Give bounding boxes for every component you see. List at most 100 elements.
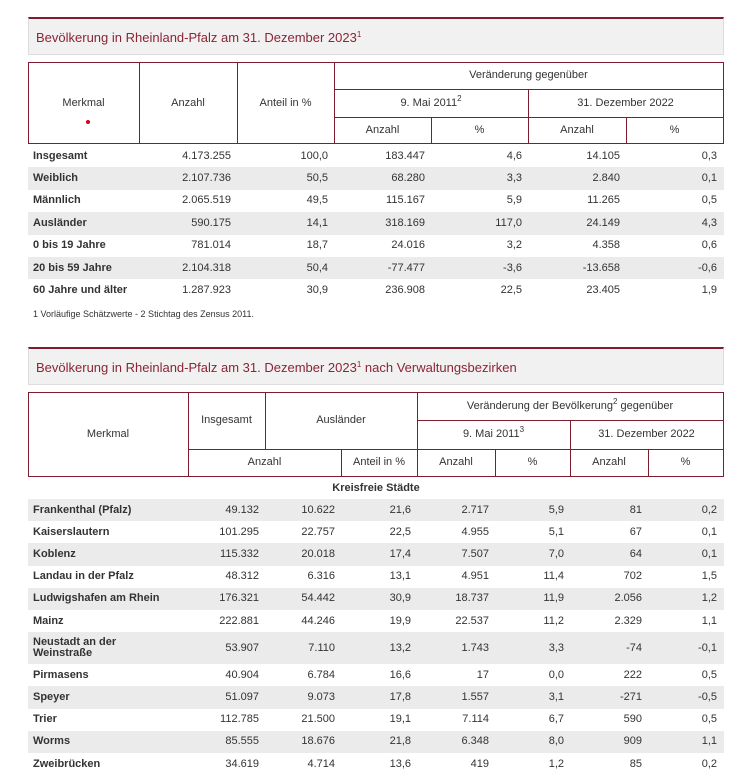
cell: 318.169 [385, 216, 425, 229]
table-title-text: Bevölkerung in Rheinland-Pfalz am 31. De… [36, 359, 517, 375]
cell: 19,1 [389, 713, 411, 726]
cell: 183.447 [385, 149, 425, 162]
cell: 22.537 [455, 614, 489, 627]
cell: 85 [629, 757, 642, 770]
cell: 0,5 [701, 713, 717, 726]
cell: 781.014 [191, 239, 231, 252]
cell: 6,7 [548, 713, 564, 726]
cell: 11,4 [543, 570, 564, 583]
column-header-text: 9. Mai 20113 [463, 426, 524, 440]
cell: 40.904 [225, 668, 259, 681]
column-header: % [669, 123, 680, 136]
cell: 54.442 [301, 592, 335, 605]
row-label: Koblenz [33, 547, 76, 560]
rule [237, 62, 238, 144]
column-header: 31. Dezember 2022 [577, 96, 674, 109]
cell: 117,0 [495, 216, 522, 229]
cell: 17,8 [389, 690, 411, 703]
cell: 64 [629, 547, 642, 560]
cell: 18.737 [455, 592, 489, 605]
cell: 6.784 [307, 668, 335, 681]
cell: 4,3 [701, 216, 717, 229]
row-label: 0 bis 19 Jahre [33, 239, 106, 252]
cell: 18,7 [306, 239, 328, 252]
cell: 4.951 [461, 570, 489, 583]
cell: 53.907 [225, 641, 259, 654]
column-header: Anteil in % [259, 96, 312, 109]
cell: 1.557 [461, 690, 489, 703]
cell: 7.114 [462, 713, 489, 726]
rule [648, 449, 649, 477]
cell: 100,0 [300, 149, 328, 162]
cell: 2.104.318 [182, 261, 231, 274]
cell: 0,2 [701, 503, 717, 516]
rule [334, 117, 724, 118]
cell: -271 [619, 690, 642, 703]
cell: 8,0 [548, 735, 564, 748]
cell: 14,1 [306, 216, 328, 229]
column-header: Veränderung gegenüber [469, 69, 588, 81]
column-header: Anzahl [247, 456, 282, 468]
column-header: Anzahl [365, 123, 400, 136]
table-title: Bevölkerung in Rheinland-Pfalz am 31. De… [36, 19, 716, 55]
rule [28, 62, 29, 144]
rule [334, 62, 335, 144]
column-header-text: Veränderung der Bevölkerung2 gegenüber [467, 397, 674, 412]
cell: 24.149 [586, 216, 620, 229]
cell: 0,1 [701, 525, 717, 538]
row-label: Kaiserslautern [33, 525, 110, 538]
cell: -74 [626, 641, 642, 654]
cell: 51.097 [225, 690, 259, 703]
row-shade [28, 730, 724, 753]
cell: 49.132 [225, 503, 259, 516]
column-header: Veränderung der Bevölkerung2 gegenüber [417, 392, 723, 420]
row-label: Pirmasens [33, 668, 89, 681]
row-shade [28, 686, 724, 709]
column-header: % [474, 123, 485, 136]
text: Bevölkerung in Rheinland-Pfalz am 31. De… [36, 29, 357, 45]
cell: 16,6 [389, 668, 411, 681]
cell: 4.358 [592, 239, 620, 252]
cell: 4,6 [506, 149, 522, 162]
rule [341, 449, 342, 477]
row-label: Trier [33, 713, 57, 726]
rule [28, 62, 724, 63]
cell: 30,9 [389, 592, 411, 605]
cell: 13,2 [389, 641, 411, 654]
cell: 7.507 [461, 547, 489, 560]
cell: 0,2 [701, 757, 717, 770]
row-shade [28, 587, 724, 610]
column-header: % [680, 456, 691, 468]
row-shade [28, 632, 724, 665]
row-shade [28, 257, 724, 280]
title-bar [28, 17, 724, 55]
rule [28, 392, 29, 477]
row-label: 20 bis 59 Jahre [33, 261, 112, 274]
cell: 3,2 [506, 239, 522, 252]
footnote-mark: 2 [457, 93, 462, 103]
cell: 14.105 [586, 149, 620, 162]
cell: 20.018 [301, 547, 335, 560]
column-header: 9. Mai 20112 [334, 89, 528, 117]
cell: 81 [629, 503, 642, 516]
cell: 0,6 [701, 239, 717, 252]
column-header: 9. Mai 20113 [417, 420, 570, 449]
column-header: Anzahl [592, 456, 626, 468]
cell: 3,3 [548, 641, 564, 654]
rule [723, 62, 724, 144]
text: nach Verwaltungsbezirken [361, 359, 517, 375]
column-header: Merkmal [62, 96, 105, 109]
rule [139, 62, 140, 144]
cell: 1,2 [548, 757, 564, 770]
rule [417, 392, 418, 477]
column-header: Anteil in % [353, 456, 405, 468]
cell: 68.280 [391, 172, 425, 185]
rule [570, 420, 571, 477]
rule [265, 392, 266, 450]
cell: 18.676 [301, 735, 335, 748]
text: gegenüber [617, 399, 674, 412]
cell: 0,0 [548, 668, 564, 681]
row-label: Neustadt an der Weinstraße [33, 636, 117, 660]
cell: -77.477 [387, 261, 425, 274]
cell: 34.619 [225, 757, 259, 770]
